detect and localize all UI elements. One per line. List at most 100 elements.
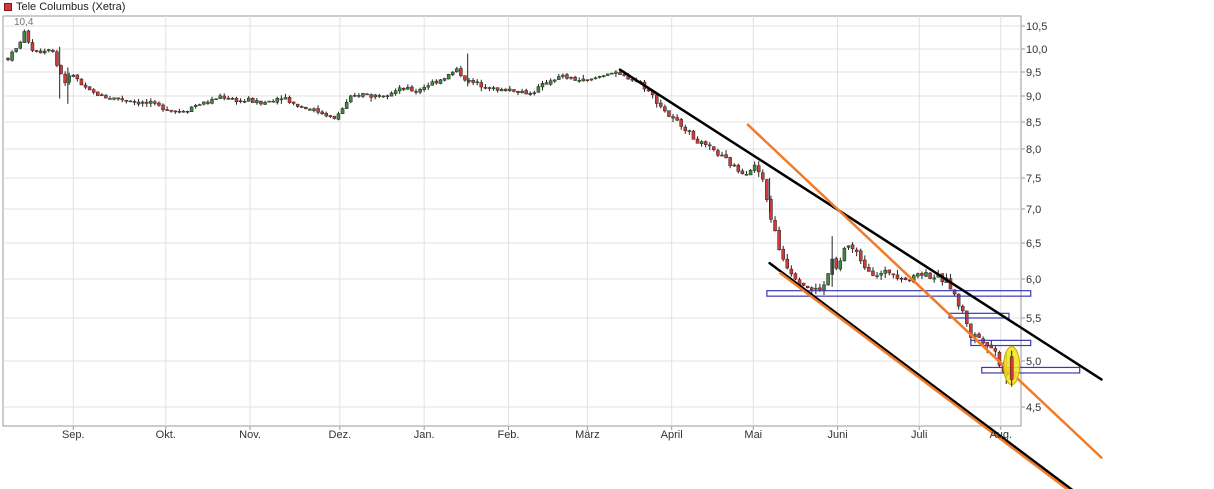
candle-body xyxy=(752,164,757,171)
candle xyxy=(479,79,484,92)
candle xyxy=(361,92,365,98)
candle xyxy=(773,216,777,232)
candle xyxy=(279,95,284,104)
y-tick-label: 5,5 xyxy=(1026,313,1041,325)
candle-body xyxy=(96,91,100,96)
candle xyxy=(79,78,84,86)
candle xyxy=(883,266,887,279)
candle-body xyxy=(140,101,145,104)
candle-body xyxy=(499,89,504,92)
candle-body xyxy=(728,157,732,166)
candle-body xyxy=(585,79,590,81)
candle xyxy=(691,129,696,140)
candle xyxy=(679,117,683,130)
candle-body xyxy=(552,79,557,82)
candle xyxy=(393,88,398,96)
candle-body xyxy=(581,78,586,82)
x-tick-label: Okt. xyxy=(156,429,176,441)
candle-body xyxy=(157,102,161,106)
candle-body xyxy=(495,87,500,91)
candle xyxy=(614,70,618,78)
candle xyxy=(365,93,369,96)
candle xyxy=(104,93,108,99)
candle xyxy=(410,85,414,92)
candle xyxy=(55,49,59,68)
candle xyxy=(879,270,883,280)
candle xyxy=(340,107,345,114)
candle xyxy=(838,257,843,272)
candle-body xyxy=(867,267,871,272)
candle xyxy=(18,40,22,50)
candle-body xyxy=(589,78,594,81)
candle xyxy=(10,50,14,62)
candle-body xyxy=(891,273,896,276)
candle xyxy=(977,332,981,339)
candle xyxy=(516,90,520,96)
candle-body xyxy=(112,97,116,100)
candle-body xyxy=(622,74,626,76)
candle-body xyxy=(246,97,251,102)
y-tick-label: 9,0 xyxy=(1026,91,1041,103)
candle-body xyxy=(785,258,790,269)
candle xyxy=(283,93,288,100)
candle-body xyxy=(238,100,243,102)
candle xyxy=(834,256,838,271)
candle-body xyxy=(724,154,728,159)
candle xyxy=(87,86,92,91)
candle-body xyxy=(916,273,920,277)
candle-body xyxy=(614,71,618,74)
candle xyxy=(842,246,847,262)
candle-body xyxy=(79,78,84,86)
candle xyxy=(230,97,235,100)
candle xyxy=(740,168,745,175)
candle-body xyxy=(242,100,247,103)
candle-body xyxy=(144,101,149,104)
candle xyxy=(34,50,39,53)
candle-body xyxy=(491,87,496,90)
candle-body xyxy=(340,108,345,114)
candle xyxy=(246,96,251,102)
candle xyxy=(756,161,761,177)
x-tick-label: April xyxy=(661,429,683,441)
candle-body xyxy=(320,111,324,115)
candle xyxy=(552,79,557,83)
candle xyxy=(875,272,879,279)
x-tick-label: Aug. xyxy=(989,429,1012,441)
x-tick-label: Jan. xyxy=(414,429,435,441)
candle xyxy=(161,103,165,112)
trend-line xyxy=(779,271,1070,489)
candle xyxy=(785,253,790,270)
candle xyxy=(271,99,275,103)
candle-body xyxy=(932,277,936,280)
candle-body xyxy=(712,146,716,150)
candle xyxy=(887,269,892,276)
candle-body xyxy=(434,80,439,84)
candle xyxy=(789,265,794,277)
candle xyxy=(344,99,349,109)
candle xyxy=(606,73,610,77)
candle xyxy=(83,82,88,90)
candle xyxy=(389,91,394,97)
candle-body xyxy=(777,229,781,251)
candle xyxy=(14,48,18,53)
candle xyxy=(960,304,965,313)
candle-body xyxy=(308,108,312,111)
x-tick-label: Juli xyxy=(911,429,928,441)
candle xyxy=(6,57,10,62)
candle-body xyxy=(805,285,810,288)
candle xyxy=(63,71,67,86)
candle xyxy=(675,114,679,122)
candle-body xyxy=(899,278,904,280)
candle-body xyxy=(181,110,186,113)
candle-body xyxy=(659,102,663,107)
candle xyxy=(471,78,475,86)
candle xyxy=(446,73,451,80)
candle-body xyxy=(565,74,569,79)
candle xyxy=(226,95,231,100)
candle-body xyxy=(508,88,512,91)
x-tick-label: März xyxy=(575,429,599,441)
candle xyxy=(748,169,753,176)
candle xyxy=(736,163,741,174)
candle-body xyxy=(985,341,989,347)
candle-body xyxy=(295,103,300,107)
